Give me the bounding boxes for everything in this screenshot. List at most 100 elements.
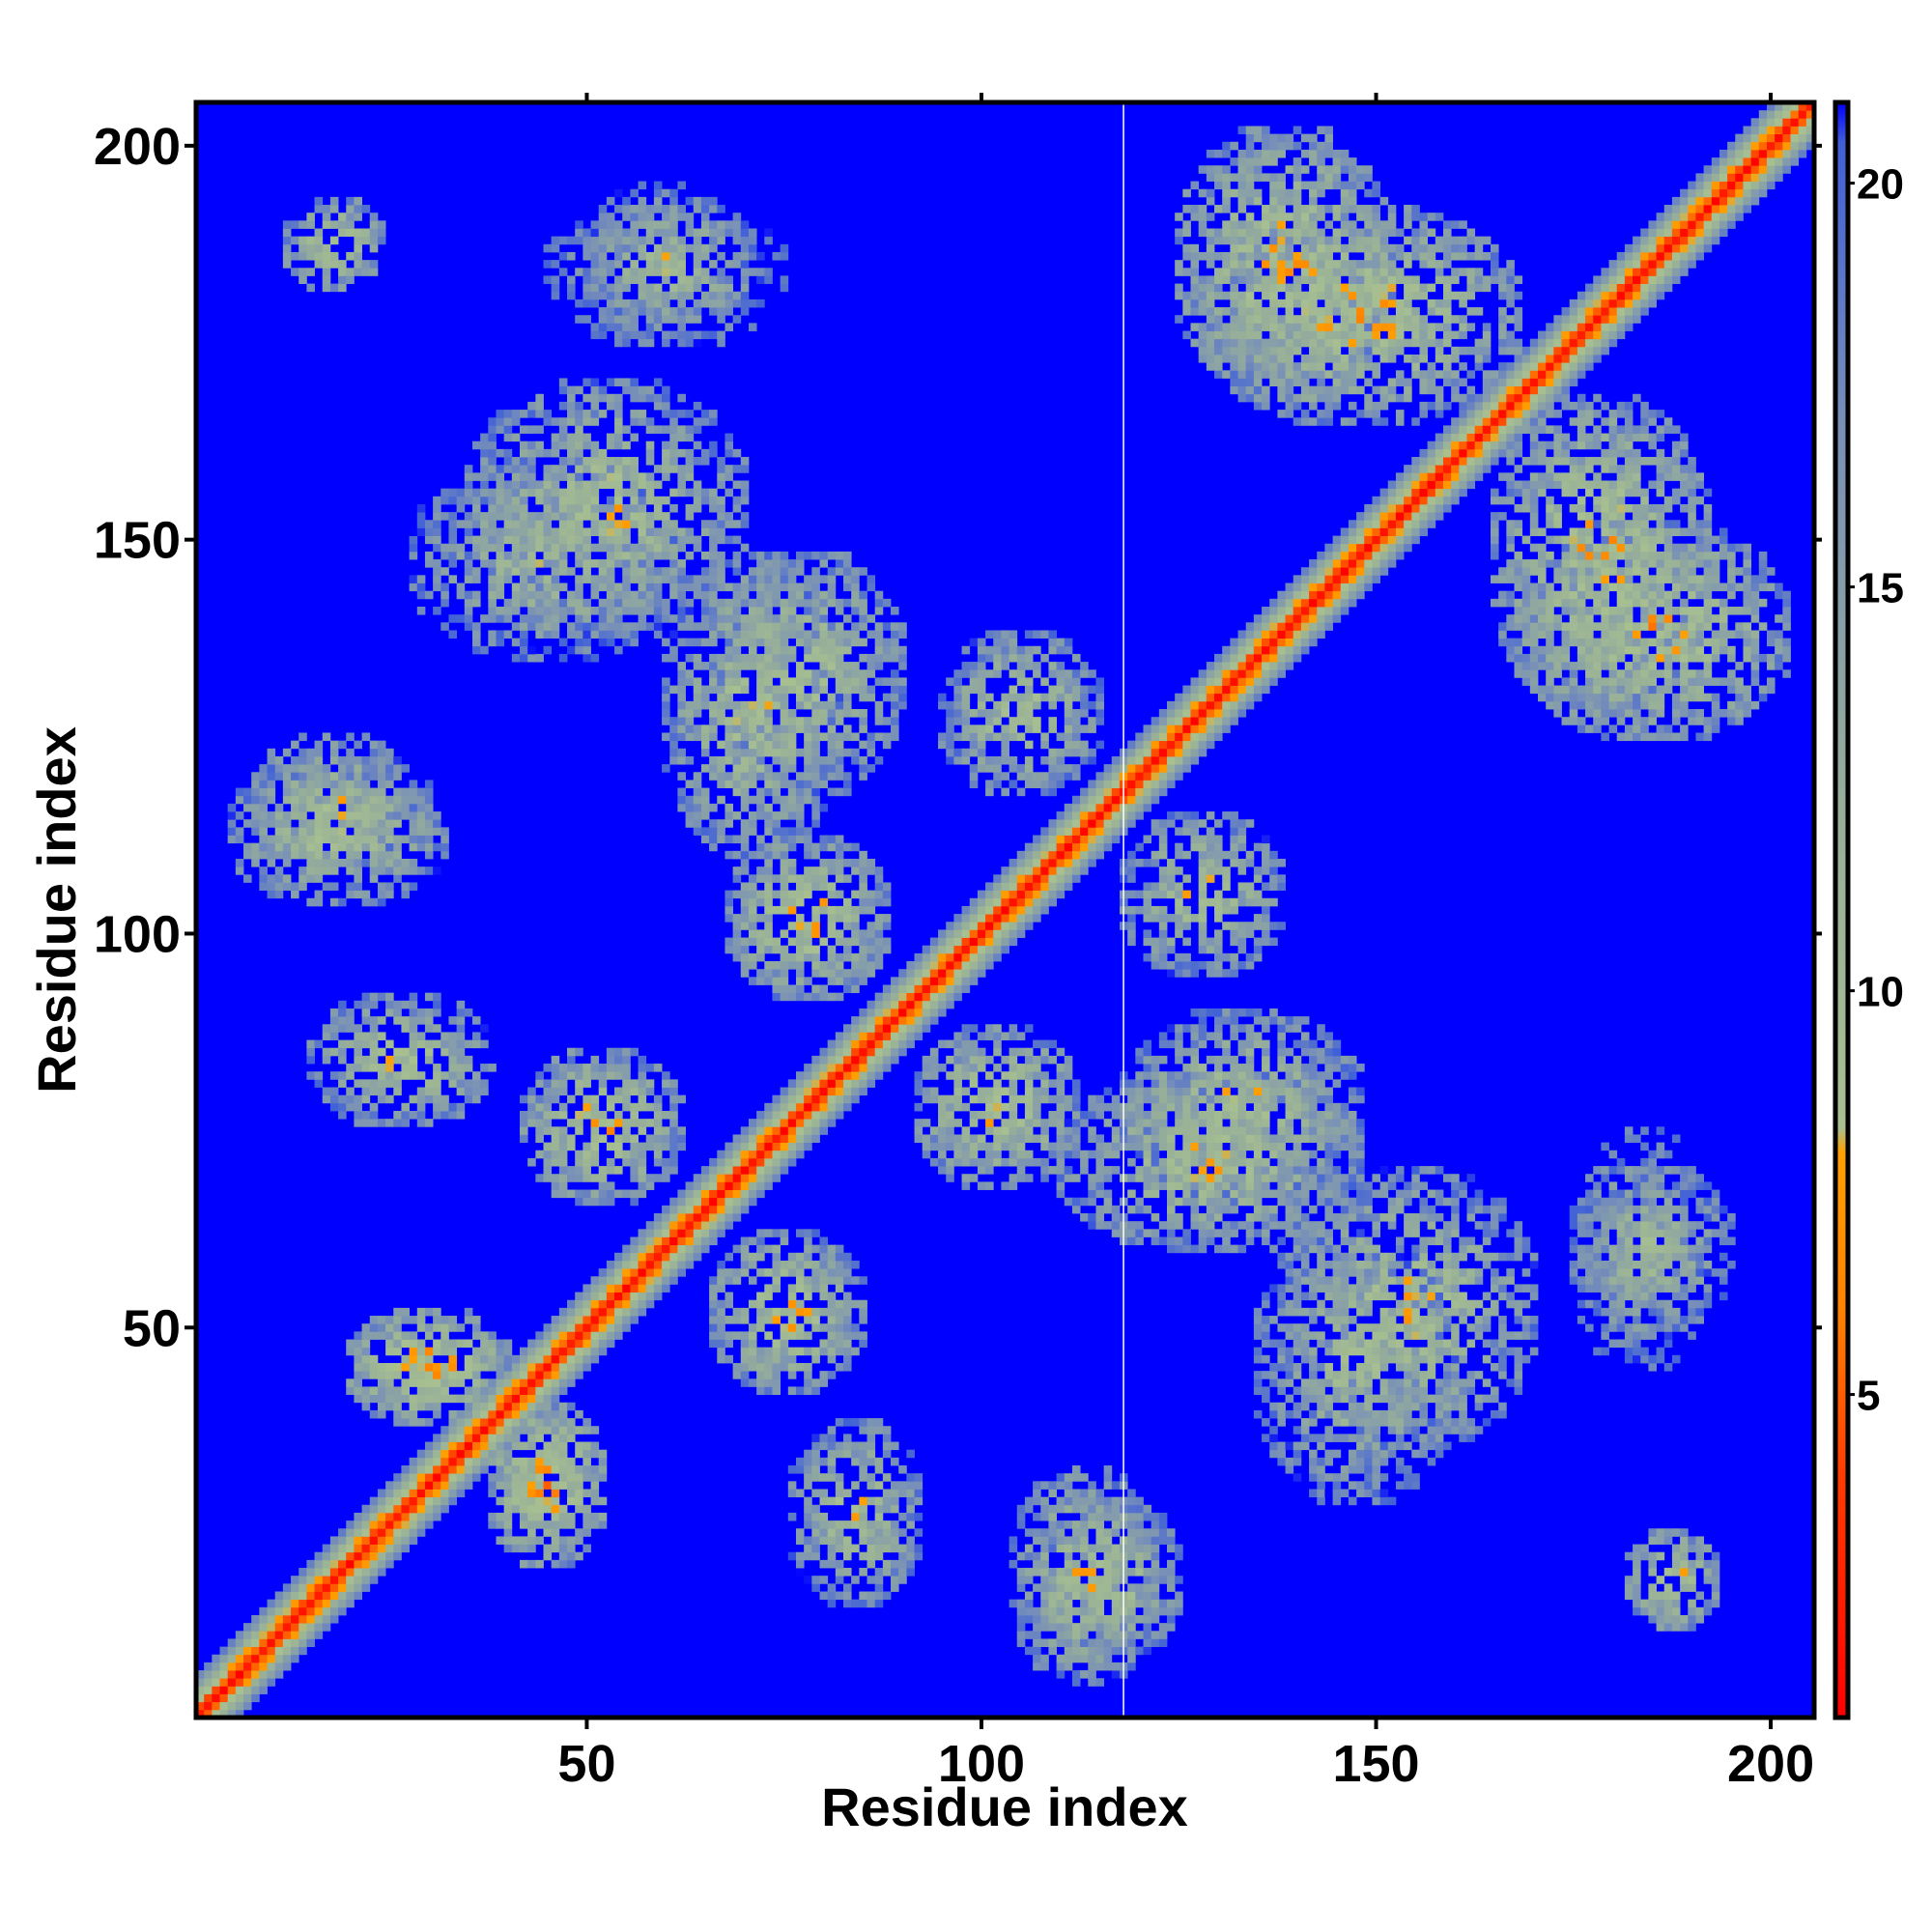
- heatmap-cell: [677, 535, 686, 545]
- heatmap-cell: [377, 1568, 386, 1577]
- heatmap-cell: [804, 922, 812, 930]
- heatmap-cell: [811, 1473, 820, 1482]
- heatmap-cell: [361, 755, 371, 765]
- heatmap-cell: [669, 1102, 678, 1112]
- heatmap-cell: [433, 1394, 441, 1404]
- heatmap-cell: [471, 1378, 481, 1387]
- heatmap-cell: [874, 952, 884, 962]
- heatmap-cell: [614, 606, 623, 615]
- heatmap-cell: [882, 693, 892, 702]
- heatmap-cell: [527, 1371, 536, 1379]
- heatmap-cell: [717, 1268, 725, 1277]
- heatmap-cell: [787, 1465, 797, 1474]
- heatmap-cell: [354, 1047, 362, 1057]
- heatmap-cell: [859, 614, 867, 623]
- heatmap-cell: [653, 393, 663, 403]
- heatmap-cell: [551, 1449, 560, 1459]
- heatmap-cell: [922, 1055, 931, 1065]
- heatmap-cell: [669, 582, 678, 592]
- heatmap-cell: [471, 1473, 481, 1482]
- heatmap-cell: [882, 1496, 892, 1506]
- heatmap-cell: [740, 228, 750, 238]
- heatmap-cell: [567, 1316, 576, 1324]
- heatmap-cell: [693, 330, 702, 340]
- heatmap-cell: [700, 700, 710, 710]
- heatmap-cell: [717, 1299, 725, 1309]
- heatmap-cell: [346, 858, 355, 867]
- heatmap-cell: [685, 1229, 695, 1237]
- heatmap-cell: [906, 1039, 915, 1049]
- heatmap-cell: [804, 1292, 812, 1301]
- heatmap-cell: [282, 236, 292, 245]
- heatmap-cell: [590, 260, 600, 269]
- heatmap-cell: [882, 1434, 892, 1442]
- heatmap-cell: [496, 1457, 505, 1466]
- heatmap-cell: [843, 897, 852, 907]
- heatmap-cell: [401, 1055, 411, 1065]
- heatmap-cell: [819, 772, 829, 781]
- heatmap-cell: [772, 992, 781, 1002]
- heatmap-cell: [827, 1441, 837, 1451]
- heatmap-cell: [843, 1064, 852, 1072]
- heatmap-cell: [819, 961, 829, 970]
- heatmap-cell: [346, 1039, 355, 1049]
- heatmap-cell: [748, 905, 757, 915]
- heatmap-cell: [677, 669, 686, 678]
- heatmap-cell: [543, 527, 553, 536]
- heatmap-cell: [440, 1449, 449, 1459]
- heatmap-cell: [346, 213, 355, 221]
- heatmap-cell: [638, 622, 647, 631]
- heatmap-cell: [575, 220, 583, 229]
- heatmap-cell: [614, 1260, 623, 1269]
- heatmap-cell: [929, 969, 939, 978]
- heatmap-cell: [732, 551, 742, 560]
- heatmap-cell: [740, 1134, 750, 1144]
- heatmap-cell: [685, 638, 695, 647]
- heatmap-cell: [291, 1591, 299, 1601]
- heatmap-cell: [409, 787, 418, 797]
- heatmap-cell: [590, 480, 600, 490]
- heatmap-cell: [527, 1489, 536, 1498]
- heatmap-cell: [393, 1008, 402, 1017]
- heatmap-cell: [835, 1079, 844, 1088]
- heatmap-cell: [503, 425, 513, 434]
- heatmap-cell: [471, 1323, 481, 1332]
- heatmap-cell: [756, 835, 765, 844]
- heatmap-cell: [764, 630, 773, 639]
- heatmap-cell: [772, 590, 781, 600]
- heatmap-cell: [424, 835, 434, 844]
- heatmap-cell: [503, 1512, 513, 1521]
- heatmap-cell: [859, 1418, 867, 1427]
- heatmap-cell: [843, 914, 852, 923]
- heatmap-cell: [811, 590, 820, 600]
- heatmap-cell: [377, 1094, 386, 1104]
- heatmap-cell: [575, 1473, 583, 1482]
- heatmap-cell: [700, 724, 710, 733]
- heatmap-cell: [756, 969, 765, 978]
- heatmap-cell: [338, 1024, 347, 1033]
- heatmap-cell: [693, 543, 702, 553]
- heatmap-cell: [669, 260, 678, 269]
- heatmap-cell: [638, 1071, 647, 1080]
- heatmap-cell: [622, 315, 631, 324]
- heatmap-cell: [622, 1055, 631, 1065]
- heatmap-cell: [669, 724, 678, 733]
- heatmap-cell: [535, 1331, 544, 1340]
- heatmap-cell: [551, 1150, 560, 1159]
- heatmap-cell: [804, 700, 812, 710]
- heatmap-cell: [922, 1000, 931, 1009]
- heatmap-cell: [298, 811, 307, 820]
- heatmap-cell: [464, 1354, 473, 1364]
- heatmap-cell: [677, 693, 686, 702]
- heatmap-cell: [764, 874, 773, 883]
- heatmap-cell: [575, 1362, 583, 1372]
- heatmap-cell: [606, 440, 615, 450]
- heatmap-cell: [582, 283, 591, 293]
- heatmap-cell: [772, 835, 781, 844]
- heatmap-cell: [724, 740, 734, 750]
- heatmap-cell: [748, 724, 757, 733]
- heatmap-cell: [361, 780, 371, 788]
- heatmap-cell: [527, 1347, 536, 1356]
- heatmap-cell: [740, 897, 750, 907]
- heatmap-cell: [891, 685, 899, 695]
